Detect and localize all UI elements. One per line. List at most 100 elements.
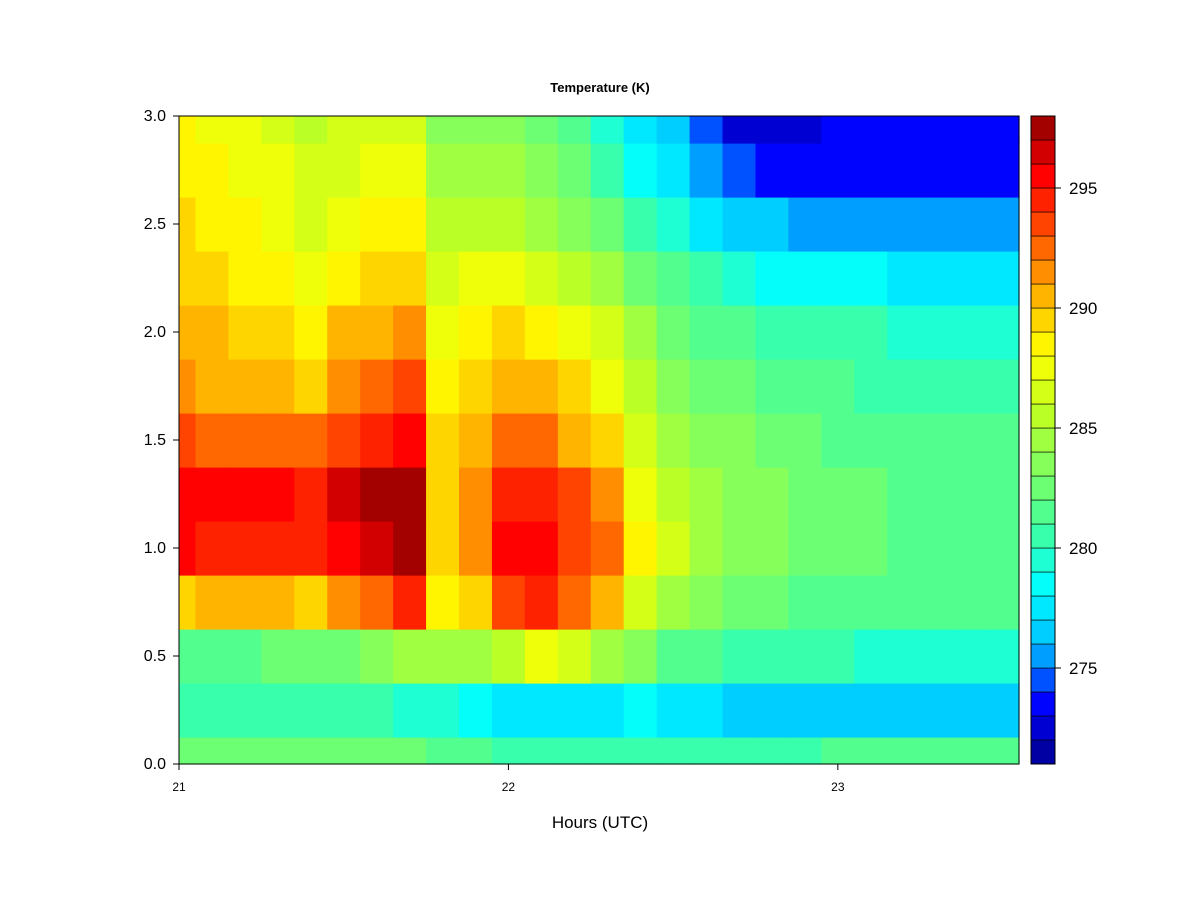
heatmap-cell bbox=[854, 359, 888, 414]
heatmap-cell bbox=[689, 413, 724, 468]
colorbar-frame bbox=[1030, 115, 1056, 765]
heatmap-cell bbox=[689, 521, 724, 576]
heatmap-cell bbox=[261, 737, 295, 765]
heatmap-cell bbox=[327, 251, 361, 306]
heatmap-cell bbox=[393, 116, 427, 144]
heatmap-cell bbox=[722, 683, 757, 738]
heatmap-cell bbox=[195, 413, 230, 468]
colorbar-swatch bbox=[1030, 187, 1056, 213]
heatmap-cell bbox=[854, 521, 888, 576]
heatmap-cell bbox=[986, 197, 1020, 252]
heatmap-cell bbox=[656, 629, 691, 684]
heatmap-cell bbox=[920, 629, 954, 684]
colorbar-tick-label: 290 bbox=[1069, 299, 1097, 318]
heatmap-cell bbox=[524, 467, 559, 522]
heatmap-cell bbox=[261, 197, 295, 252]
heatmap-cell bbox=[821, 116, 855, 144]
heatmap-cell bbox=[887, 305, 921, 360]
heatmap-cell bbox=[491, 629, 526, 684]
heatmap-cell bbox=[986, 143, 1020, 198]
heatmap-cell bbox=[228, 629, 262, 684]
heatmap-cell bbox=[722, 197, 757, 252]
heatmap-cell bbox=[179, 143, 197, 198]
heatmap-cell bbox=[426, 737, 460, 765]
heatmap-cell bbox=[887, 116, 921, 144]
heatmap-cell bbox=[854, 629, 888, 684]
heatmap-cell bbox=[887, 359, 921, 414]
heatmap-cell bbox=[491, 575, 526, 630]
heatmap-cell bbox=[953, 359, 987, 414]
heatmap-cell bbox=[360, 359, 394, 414]
heatmap-cell bbox=[590, 116, 625, 144]
colorbar-swatch bbox=[1030, 259, 1056, 285]
heatmap-cell bbox=[986, 683, 1020, 738]
heatmap-cell bbox=[327, 359, 361, 414]
y-tick-label: 2.0 bbox=[144, 324, 166, 341]
heatmap-cell bbox=[788, 737, 822, 765]
heatmap-cell bbox=[920, 737, 954, 765]
heatmap-cell bbox=[179, 251, 197, 306]
heatmap-cell bbox=[261, 116, 295, 144]
heatmap-cell bbox=[426, 521, 460, 576]
heatmap-cell bbox=[327, 197, 361, 252]
heatmap-cell bbox=[228, 413, 262, 468]
heatmap-cell bbox=[689, 629, 724, 684]
heatmap-cell bbox=[393, 359, 427, 414]
heatmap-cell bbox=[755, 413, 790, 468]
heatmap-cell bbox=[360, 575, 394, 630]
heatmap-cell bbox=[821, 521, 855, 576]
heatmap-cell bbox=[327, 521, 361, 576]
heatmap-cell bbox=[623, 629, 658, 684]
heatmap-cell bbox=[656, 251, 691, 306]
heatmap-cell bbox=[557, 467, 592, 522]
heatmap-cell bbox=[179, 116, 197, 144]
x-tick-label: 22 bbox=[502, 780, 516, 794]
heatmap-cell bbox=[590, 305, 625, 360]
heatmap-cell bbox=[393, 737, 427, 765]
heatmap-cell bbox=[261, 683, 295, 738]
heatmap-cell bbox=[360, 521, 394, 576]
heatmap-cell bbox=[426, 116, 460, 144]
heatmap-cell bbox=[179, 629, 197, 684]
heatmap-cell bbox=[327, 467, 361, 522]
heatmap-cell bbox=[821, 683, 855, 738]
heatmap-cell bbox=[228, 143, 262, 198]
colorbar-swatch bbox=[1030, 571, 1056, 597]
heatmap-cell bbox=[722, 467, 757, 522]
heatmap-cell bbox=[788, 143, 822, 198]
heatmap-cell bbox=[755, 251, 790, 306]
heatmap-cell bbox=[360, 413, 394, 468]
heatmap-cell bbox=[953, 251, 987, 306]
heatmap-cell bbox=[459, 737, 493, 765]
heatmap-cell bbox=[459, 683, 493, 738]
heatmap-cell bbox=[590, 359, 625, 414]
heatmap-cell bbox=[228, 467, 262, 522]
heatmap-cell bbox=[195, 629, 230, 684]
heatmap-cell bbox=[360, 116, 394, 144]
heatmap-cell bbox=[821, 359, 855, 414]
heatmap-cell bbox=[228, 359, 262, 414]
heatmap-cell bbox=[557, 359, 592, 414]
heatmap-cell bbox=[179, 413, 197, 468]
heatmap-cell bbox=[953, 413, 987, 468]
heatmap-cell bbox=[887, 197, 921, 252]
heatmap-cell bbox=[491, 116, 526, 144]
heatmap-cell bbox=[821, 467, 855, 522]
heatmap-cell bbox=[953, 467, 987, 522]
heatmap-cell bbox=[821, 143, 855, 198]
heatmap-cell bbox=[459, 467, 493, 522]
heatmap-cell bbox=[755, 575, 790, 630]
heatmap-cell bbox=[854, 116, 888, 144]
heatmap-cell bbox=[459, 575, 493, 630]
heatmap-cell bbox=[491, 521, 526, 576]
heatmap-cell bbox=[755, 737, 790, 765]
colorbar-swatch bbox=[1030, 235, 1056, 261]
heatmap-cell bbox=[788, 575, 822, 630]
heatmap-cell bbox=[195, 251, 230, 306]
heatmap-cell bbox=[459, 305, 493, 360]
heatmap-cell bbox=[656, 575, 691, 630]
heatmap-cell bbox=[228, 305, 262, 360]
heatmap-cell bbox=[195, 683, 230, 738]
heatmap-cell bbox=[327, 305, 361, 360]
